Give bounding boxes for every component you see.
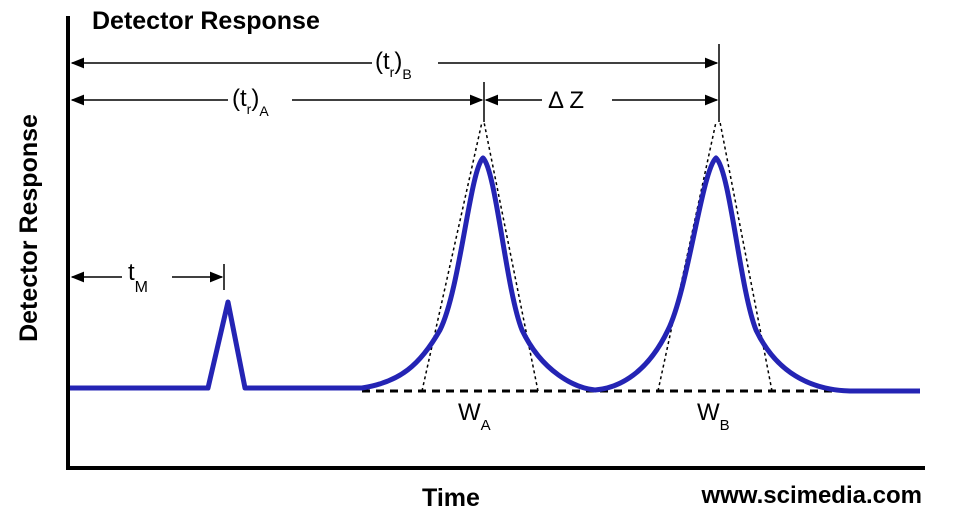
- diagram-title: Detector Response: [92, 7, 320, 35]
- svg-text:tM: tM: [128, 259, 148, 296]
- x-axis-label: Time: [422, 484, 480, 512]
- chromatogram-trace: [70, 155, 920, 394]
- svg-text:(tr)B: (tr)B: [375, 48, 412, 82]
- label-tr-a: (tr)A: [232, 85, 269, 119]
- tangent-a-right: [483, 121, 539, 392]
- label-w-a: WA: [458, 399, 491, 434]
- watermark-text: www.scimedia.com: [700, 482, 922, 509]
- tangent-b-right: [719, 121, 773, 392]
- label-t-m: tM: [128, 259, 148, 296]
- svg-text:WA: WA: [458, 399, 491, 434]
- svg-text:WB: WB: [697, 399, 730, 434]
- svg-text:(tr)A: (tr)A: [232, 85, 269, 119]
- label-tr-b: (tr)B: [375, 48, 412, 82]
- tangent-a-left: [421, 121, 483, 392]
- label-w-b: WB: [697, 399, 730, 434]
- label-delta-z: Δ Z: [548, 87, 584, 114]
- y-axis-label: Detector Response: [15, 114, 43, 342]
- tangent-b-left: [657, 121, 717, 392]
